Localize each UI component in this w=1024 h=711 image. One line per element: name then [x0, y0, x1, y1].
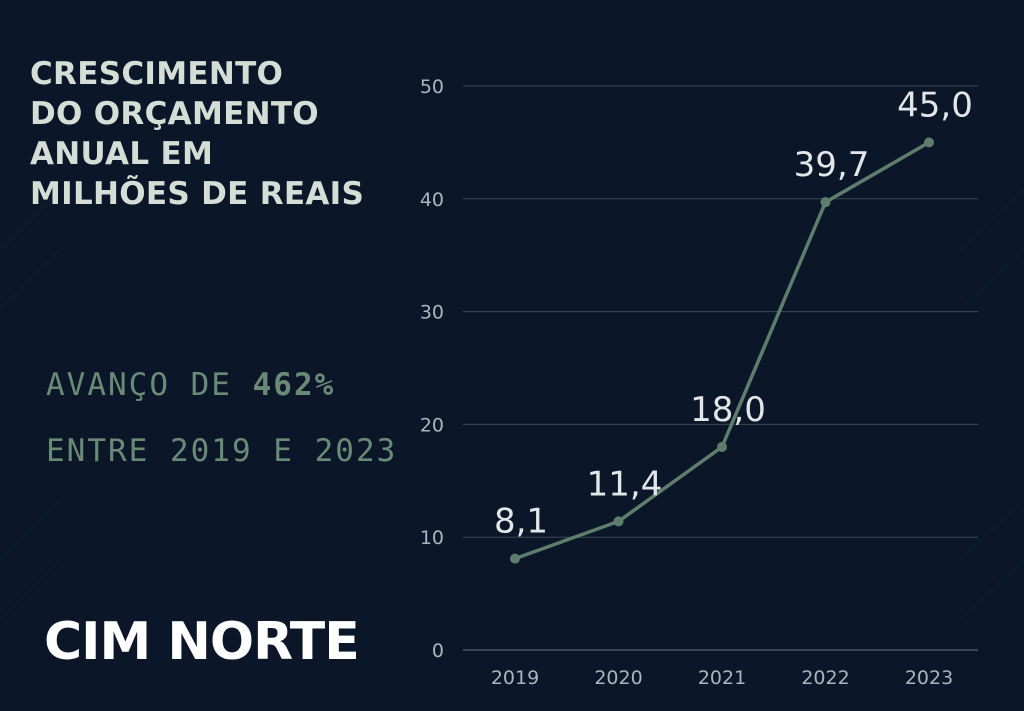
data-label: 18,0 [690, 390, 766, 430]
series-line [513, 140, 931, 561]
subtitle-line-1: AVANÇO DE 462% [46, 352, 397, 418]
brand-logo: CIM NORTE [44, 612, 360, 672]
data-label: 11,4 [587, 464, 663, 504]
data-point [717, 441, 727, 452]
data-label: 8,1 [494, 502, 548, 542]
x-tick-label: 2021 [698, 667, 746, 689]
x-tick-label: 2020 [594, 667, 642, 689]
x-tick-label: 2019 [491, 667, 539, 689]
data-label: 39,7 [794, 145, 870, 185]
x-tick-label: 2023 [905, 667, 953, 689]
y-tick-label: 10 [420, 527, 444, 549]
data-point [820, 197, 831, 208]
data-point [510, 553, 520, 564]
subtitle-prefix: AVANÇO DE [46, 367, 253, 403]
subtitle: AVANÇO DE 462% ENTRE 2019 E 2023 [46, 352, 397, 484]
x-tick-label: 2022 [801, 667, 849, 689]
y-tick-label: 30 [420, 302, 444, 324]
data-label: 45,0 [897, 85, 973, 125]
y-tick-label: 20 [420, 414, 444, 436]
chart-title: CRESCIMENTO DO ORÇAMENTO ANUAL EM MILHÕE… [30, 56, 365, 212]
growth-percentage: 462% [252, 367, 336, 403]
y-tick-label: 40 [420, 189, 444, 211]
data-point [613, 516, 624, 527]
y-tick-label: 0 [432, 640, 444, 662]
y-tick-label: 50 [420, 76, 444, 98]
subtitle-line-2: ENTRE 2019 E 2023 [46, 433, 398, 469]
data-point [924, 137, 934, 148]
